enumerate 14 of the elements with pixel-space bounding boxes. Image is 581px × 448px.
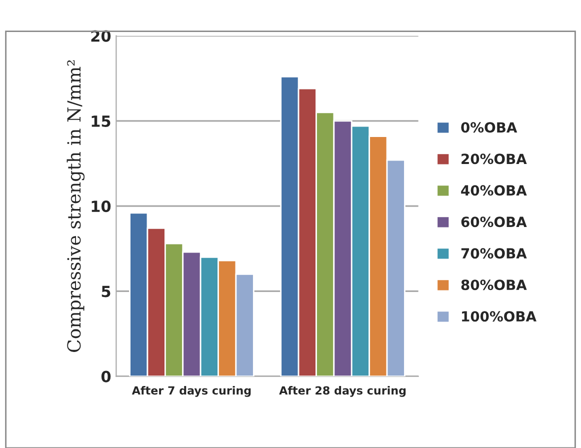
y-tick-label: 10	[92, 200, 111, 212]
legend-label: 60%OBA	[461, 216, 527, 228]
x-tick-label: After 7 days curing	[132, 386, 251, 397]
legend-label: 80%OBA	[461, 280, 527, 290]
y-tick-label: 15	[92, 116, 110, 127]
x-tick-label: After 28 days curing	[279, 386, 406, 397]
y-axis-title: Compressive strength in N/mm²	[66, 60, 85, 352]
legend-label: 40%OBA	[461, 185, 527, 196]
y-tick-label: 0	[101, 370, 111, 382]
legend-label: 20%OBA	[462, 154, 527, 164]
y-tick-label: 5	[102, 286, 110, 298]
legend-label: 100%OBA	[462, 311, 536, 322]
legend-label: 70%OBA	[461, 248, 527, 259]
legend-label: 0%OBA	[461, 122, 518, 133]
